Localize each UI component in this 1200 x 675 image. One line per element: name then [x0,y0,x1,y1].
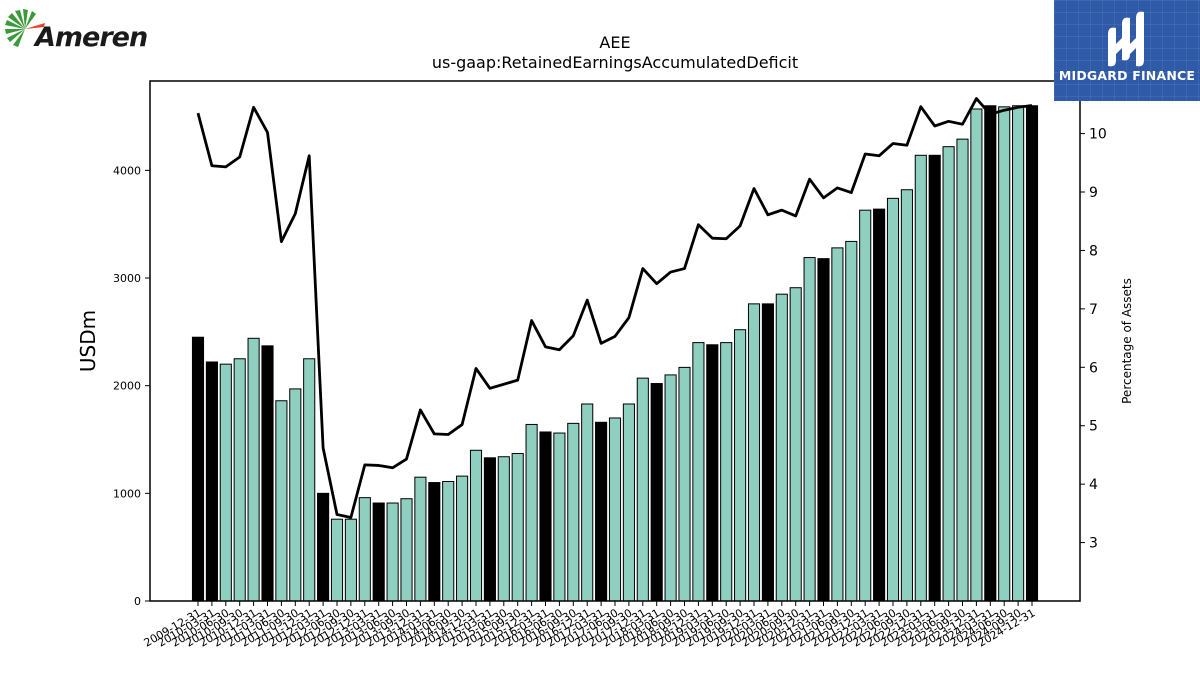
bar-2010-09-30 [233,358,246,602]
bar-2012-09-30 [344,518,357,602]
ameren-logo: Ameren [5,5,148,57]
bar-2012-12-31 [358,497,371,602]
y-axis-right: 3 4 5 6 7 8 9 10 [1080,127,1107,552]
bar-2016-03-31 [539,431,552,602]
y-tick-label: 3000 [113,272,141,285]
bar-2017-06-30 [608,417,622,602]
x-axis: 2009-12-312010-03-312010-06-302010-09-30… [142,601,1038,650]
bar-2012-03-31 [317,492,330,602]
bar-2014-09-30 [456,475,469,602]
bar-2015-09-30 [511,453,524,602]
bar-2013-06-30 [386,502,399,602]
bar-2012-06-30 [330,518,344,602]
bar-2021-12-31 [859,209,872,602]
bar-2010-03-31 [205,361,218,602]
bar-2016-12-31 [581,403,594,602]
y2-tick-label: 10 [1089,127,1107,143]
bar-2013-09-30 [400,498,413,602]
bar-2011-03-31 [261,345,274,602]
line-percentage-of-assets [196,97,1033,519]
bar-2017-09-30 [622,403,635,602]
y2-tick-label: 4 [1089,477,1098,493]
y2-tick-label: 6 [1089,360,1098,376]
bar-2024-09-30 [1012,105,1025,602]
bar-2022-09-30 [900,189,913,602]
bar-2022-06-30 [886,197,900,602]
bar-2021-03-31 [817,258,830,602]
bar-2015-06-30 [497,456,510,602]
bar-2013-03-31 [372,502,385,602]
y2-tick-label: 3 [1089,536,1098,552]
bar-2020-09-30 [789,287,802,602]
bar-2022-03-31 [873,208,886,602]
y2-tick-label: 7 [1089,302,1098,318]
bar-2013-12-31 [414,476,427,602]
y-tick-label: 2000 [113,380,141,393]
ameren-wordmark: Ameren [35,22,148,53]
bar-2017-12-31 [636,377,649,602]
bar-2019-06-30 [720,342,733,602]
bar-2021-06-30 [831,247,844,602]
bar-2011-09-30 [289,388,302,602]
bar-2020-12-31 [803,257,816,602]
bar-2024-03-31 [984,105,997,602]
bar-group [191,105,1039,602]
y-tick-label: 4000 [113,164,141,177]
bar-2014-06-30 [442,481,455,602]
bar-2010-06-30 [219,363,232,602]
leaf-burst-icon [5,9,45,47]
bar-2022-12-31 [914,154,927,602]
bar-2009-12-31 [191,336,205,602]
bar-2021-09-30 [845,240,858,602]
bar-2018-12-31 [692,342,705,602]
bar-2023-06-30 [942,146,955,602]
bar-2019-09-30 [734,329,747,602]
y2-tick-label: 9 [1089,185,1098,201]
bar-2010-12-31 [247,337,260,602]
bar-2024-06-30 [998,106,1011,602]
bar-2023-09-30 [956,138,969,602]
chart-subtitle: us-gaap:RetainedEarningsAccumulatedDefic… [432,53,798,72]
bar-2016-09-30 [567,422,580,602]
bar-2023-12-31 [970,108,983,602]
bar-2018-03-31 [650,383,663,602]
line-group [196,97,1033,519]
bar-2014-12-31 [469,449,483,602]
y-tick-label: 0 [134,595,141,608]
bar-2019-03-31 [706,344,719,602]
bar-2011-12-31 [303,358,316,602]
y2-axis-label: Percentage of Assets [1120,278,1134,404]
midgard-finance-logo: MIDGARD FINANCE [1054,0,1200,101]
chart-title: AEE [599,33,630,52]
bar-2015-12-31 [525,423,538,602]
bar-2020-06-30 [775,293,788,602]
bar-2015-03-31 [483,457,496,602]
bar-2011-06-30 [275,400,288,602]
y2-tick-label: 8 [1089,243,1098,259]
y2-tick-label: 5 [1089,419,1098,435]
bar-2014-03-31 [428,482,441,602]
midgard-wordmark: MIDGARD FINANCE [1058,68,1196,83]
bar-2020-03-31 [761,303,774,602]
bar-2018-09-30 [678,366,691,602]
y-axis-left: 0 1000 2000 3000 4000 [113,164,150,608]
bar-2024-12-31 [1025,105,1039,602]
bar-2018-06-30 [664,374,677,602]
bar-2019-12-31 [747,303,761,602]
y-axis-label: USDm [76,310,100,372]
midgard-emblem-icon [1108,11,1144,67]
bar-2017-03-31 [595,421,608,602]
y-tick-label: 1000 [113,487,141,500]
bar-2023-03-31 [928,154,941,602]
bar-2016-06-30 [553,432,566,602]
